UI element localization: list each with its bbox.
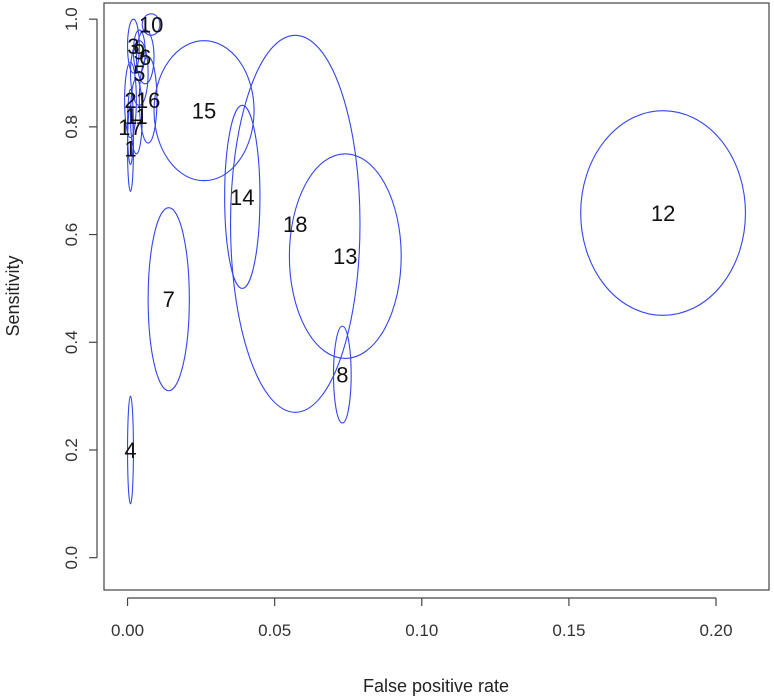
study-label-16: 16 (136, 88, 160, 113)
y-tick-label: 0.0 (62, 546, 81, 570)
confidence-ellipse-12 (580, 110, 747, 316)
confidence-ellipse-14 (224, 104, 261, 289)
study-label-5: 5 (133, 61, 145, 86)
study-label-13: 13 (333, 244, 357, 269)
x-axis-title: False positive rate (363, 676, 509, 696)
study-label-6: 6 (139, 45, 151, 70)
study-label-12: 12 (651, 201, 675, 226)
study-label-15: 15 (192, 99, 216, 124)
x-tick-label: 0.00 (111, 621, 144, 640)
study-label-11: 11 (125, 104, 148, 129)
study-label-2: 2 (124, 88, 136, 113)
confidence-ellipse-9 (132, 29, 146, 74)
study-label-7: 7 (163, 287, 175, 312)
study-label-8: 8 (336, 363, 348, 388)
study-label-4: 4 (124, 438, 136, 463)
study-label-9: 9 (133, 39, 145, 64)
confidence-ellipse-7 (147, 207, 190, 392)
x-tick-label: 0.10 (405, 621, 438, 640)
y-tick-label: 1.0 (62, 7, 81, 31)
confidence-ellipse-10 (141, 13, 161, 36)
study-label-17: 17 (118, 115, 142, 140)
confidence-ellipse-15 (153, 40, 255, 182)
y-tick-label: 0.8 (62, 115, 81, 139)
y-tick-label: 0.4 (62, 330, 81, 354)
study-label-10: 10 (139, 13, 163, 38)
study-label-3: 3 (127, 34, 139, 59)
confidence-ellipse-11 (129, 77, 143, 155)
x-tick-label: 0.15 (552, 621, 585, 640)
confidence-ellipse-6 (135, 29, 155, 85)
confidence-ellipse-8 (332, 325, 352, 424)
axes-layer: 0.00 0.05 0.10 0.15 0.20 0.0 0.2 0.4 0.6 0.8 1.0 (62, 7, 733, 640)
plot-frame (103, 2, 770, 591)
y-axis-title: Sensitivity (3, 255, 23, 336)
y-tick-label: 0.6 (62, 223, 81, 247)
x-tick-label: 0.05 (258, 621, 291, 640)
confidence-ellipse-3 (126, 18, 140, 74)
confidence-ellipse-17 (126, 88, 134, 166)
study-label-18: 18 (283, 212, 307, 237)
confidence-ellipse-18 (229, 34, 361, 413)
confidence-ellipse-13 (288, 153, 402, 359)
study-label-1: 1 (124, 136, 136, 161)
confidence-ellipses (124, 13, 747, 505)
x-tick-label: 0.20 (699, 621, 732, 640)
confidence-ellipse-16 (138, 56, 158, 144)
y-tick-label: 0.2 (62, 438, 81, 462)
study-label-14: 14 (230, 185, 254, 210)
confidence-ellipse-4 (126, 395, 134, 505)
